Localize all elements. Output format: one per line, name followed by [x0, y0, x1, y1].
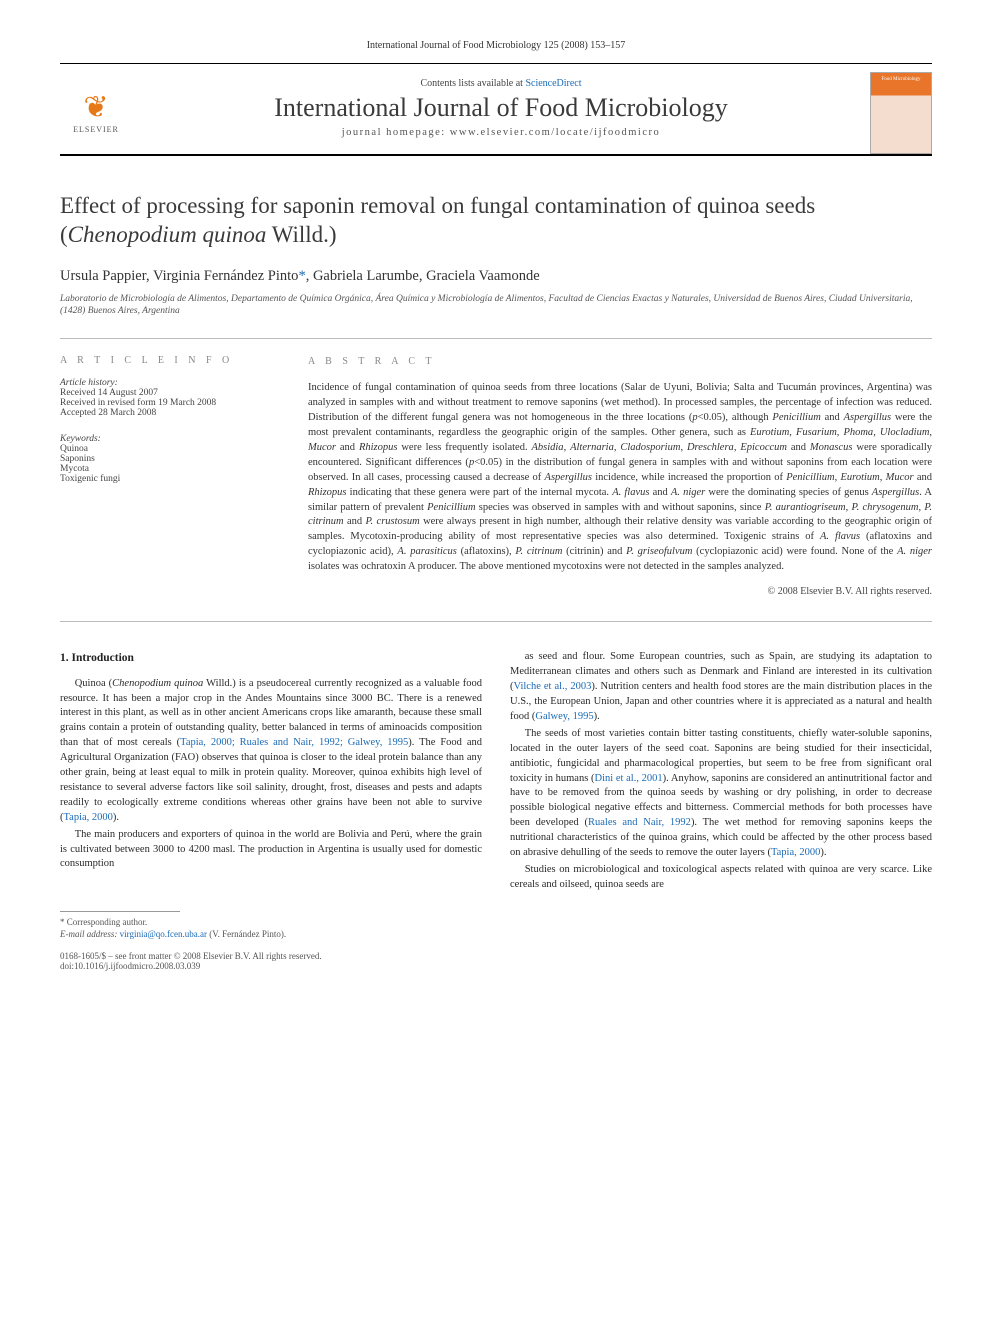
article-info-label: A R T I C L E I N F O	[60, 355, 270, 366]
history-heading: Article history:	[60, 378, 270, 388]
history-line: Received 14 August 2007	[60, 388, 270, 398]
body-paragraph: Studies on microbiological and toxicolog…	[510, 863, 932, 893]
section-heading: 1. Introduction	[60, 650, 482, 666]
article-body: 1. Introduction Quinoa (Chenopodium quin…	[60, 650, 932, 893]
elsevier-label: ELSEVIER	[73, 125, 119, 134]
keyword: Quinoa	[60, 444, 270, 454]
journal-title: International Journal of Food Microbiolo…	[142, 93, 860, 123]
article-info-column: A R T I C L E I N F O Article history: R…	[60, 355, 270, 599]
abstract-copyright: © 2008 Elsevier B.V. All rights reserved…	[308, 585, 932, 599]
issn-line: 0168-1605/$ – see front matter © 2008 El…	[60, 951, 479, 961]
body-paragraph: Quinoa (Chenopodium quinoa Willd.) is a …	[60, 677, 482, 826]
sciencedirect-link[interactable]: ScienceDirect	[525, 78, 581, 89]
author-list: Ursula Pappier, Virginia Fernández Pinto…	[60, 268, 932, 285]
keyword: Saponins	[60, 454, 270, 464]
email-line: E-mail address: virginia@qo.fcen.uba.ar …	[60, 928, 479, 941]
journal-cover-thumb: Food Microbiology	[870, 72, 932, 154]
article-history: Article history: Received 14 August 2007…	[60, 378, 270, 418]
elsevier-tree-icon: ❦	[83, 93, 108, 123]
email-suffix: (V. Fernández Pinto).	[209, 929, 286, 939]
journal-homepage: journal homepage: www.elsevier.com/locat…	[142, 127, 860, 138]
corresponding-author-note: * Corresponding author.	[60, 916, 479, 929]
footnotes: * Corresponding author. E-mail address: …	[60, 911, 479, 941]
history-line: Accepted 28 March 2008	[60, 408, 270, 418]
abstract-column: A B S T R A C T Incidence of fungal cont…	[308, 355, 932, 599]
abstract-body: Incidence of fungal contamination of qui…	[308, 381, 932, 575]
footnote-rule	[60, 911, 180, 912]
body-paragraph: The seeds of most varieties contain bitt…	[510, 727, 932, 861]
history-line: Received in revised form 19 March 2008	[60, 398, 270, 408]
page-footer: 0168-1605/$ – see front matter © 2008 El…	[60, 951, 479, 971]
body-paragraph: as seed and flour. Some European countri…	[510, 650, 932, 725]
keywords-block: Keywords: Quinoa Saponins Mycota Toxigen…	[60, 434, 270, 484]
info-abstract-block: A R T I C L E I N F O Article history: R…	[60, 338, 932, 622]
masthead-center: Contents lists available at ScienceDirec…	[142, 78, 860, 148]
body-paragraph: The main producers and exporters of quin…	[60, 828, 482, 873]
running-header: International Journal of Food Microbiolo…	[60, 40, 932, 51]
contents-available-line: Contents lists available at ScienceDirec…	[142, 78, 860, 89]
article-title: Effect of processing for saponin removal…	[60, 192, 932, 250]
author-email-link[interactable]: virginia@qo.fcen.uba.ar	[120, 929, 207, 939]
keywords-heading: Keywords:	[60, 434, 270, 444]
abstract-label: A B S T R A C T	[308, 355, 932, 369]
masthead: ❦ ELSEVIER Contents lists available at S…	[60, 63, 932, 156]
contents-prefix: Contents lists available at	[420, 78, 525, 89]
email-label: E-mail address:	[60, 929, 117, 939]
elsevier-logo: ❦ ELSEVIER	[60, 74, 132, 152]
affiliation: Laboratorio de Microbiología de Alimento…	[60, 293, 932, 319]
keyword: Mycota	[60, 464, 270, 474]
doi-line: doi:10.1016/j.ijfoodmicro.2008.03.039	[60, 961, 479, 971]
keyword: Toxigenic fungi	[60, 474, 270, 484]
